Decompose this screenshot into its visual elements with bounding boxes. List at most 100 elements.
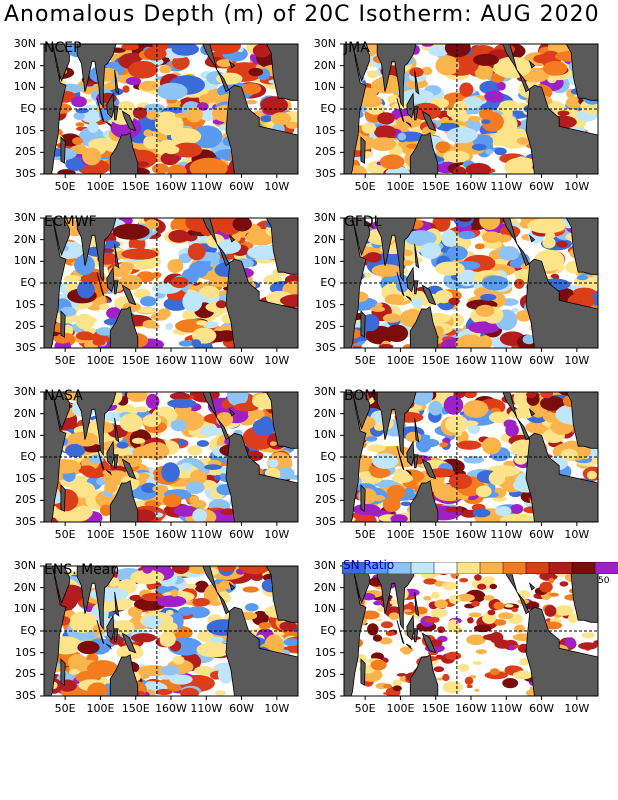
landmass <box>421 392 423 393</box>
anomaly-blob <box>365 436 378 442</box>
anomaly-blob <box>130 633 157 643</box>
anomaly-blob <box>526 392 537 399</box>
lat-tick-label: 20N <box>13 580 36 594</box>
landmass <box>202 44 298 174</box>
anomaly-blob <box>260 416 272 425</box>
anomaly-blob <box>481 119 491 124</box>
anomaly-blob <box>576 274 589 281</box>
lon-tick-label: 110W <box>190 702 223 715</box>
anomaly-blob <box>87 121 99 133</box>
anomaly-blob <box>489 668 500 676</box>
landmass <box>502 392 598 522</box>
anomaly-blob <box>424 617 436 623</box>
anomaly-blob <box>180 687 199 696</box>
lon-tick-label: 60W <box>229 180 254 193</box>
lat-tick-label: 30N <box>313 559 336 572</box>
landmass <box>405 469 412 476</box>
anomaly-blob <box>361 122 376 134</box>
anomaly-blob <box>96 327 114 336</box>
landmass <box>52 44 70 82</box>
anomaly-blob <box>457 269 478 287</box>
lon-tick-label: 60W <box>529 702 554 715</box>
anomaly-blob <box>78 465 96 475</box>
anomaly-blob <box>480 293 497 301</box>
anomaly-blob <box>560 448 578 461</box>
anomaly-blob <box>504 604 514 608</box>
anomaly-blob <box>165 609 174 616</box>
lon-tick-label: 110W <box>190 180 223 193</box>
anomaly-blob <box>75 432 99 447</box>
anomaly-blob <box>146 110 159 120</box>
anomaly-blob <box>448 473 473 490</box>
anomaly-blob <box>159 65 172 74</box>
landmass <box>265 218 298 275</box>
anomaly-blob <box>285 121 298 129</box>
anomaly-blob <box>119 413 143 432</box>
anomaly-blob <box>502 678 519 689</box>
lon-tick-label: 160W <box>155 354 187 367</box>
anomaly-blob <box>137 665 170 677</box>
anomaly-blob <box>360 314 380 332</box>
anomaly-blob <box>514 278 525 289</box>
anomaly-blob <box>167 259 184 274</box>
anomaly-blob <box>217 665 235 684</box>
anomaly-blob <box>443 150 470 163</box>
landmass <box>52 392 70 430</box>
anomaly-blob <box>371 264 403 277</box>
anomaly-blob <box>71 96 87 108</box>
anomaly-blob <box>443 395 464 415</box>
landmass <box>76 566 117 631</box>
anomaly-blob <box>377 606 385 612</box>
anomaly-blob <box>379 637 393 645</box>
anomaly-blob <box>142 566 153 574</box>
anomaly-blob <box>247 409 265 420</box>
map-panel: BOM 30N 20N 10N EQ 10S 20S 30S 50E 100E 150E 160W 11… <box>300 385 600 542</box>
anomaly-blob <box>360 610 380 620</box>
anomaly-blob <box>468 321 501 334</box>
anomaly-blob <box>400 501 412 507</box>
anomaly-blob <box>182 309 197 321</box>
lat-tick-label: 20S <box>315 319 336 333</box>
anomaly-blob <box>495 506 512 517</box>
anomaly-blob <box>163 297 189 311</box>
anomaly-blob <box>475 304 495 317</box>
anomaly-blob <box>280 294 298 307</box>
anomaly-blob <box>472 661 483 665</box>
anomaly-blob <box>267 459 279 468</box>
lon-tick-label: 150E <box>121 702 150 715</box>
anomaly-blob <box>399 646 414 653</box>
anomaly-blob <box>504 157 540 174</box>
anomaly-map <box>340 391 599 526</box>
anomaly-blob <box>448 594 461 604</box>
anomaly-blob <box>356 654 367 664</box>
anomaly-blob <box>276 467 295 480</box>
anomaly-blob <box>65 157 86 171</box>
anomaly-blob <box>192 125 223 149</box>
anomaly-blob <box>367 623 379 636</box>
lon-tick-label: 10W <box>264 354 290 367</box>
lon-tick-label: 110W <box>490 354 523 367</box>
landmass <box>109 306 139 348</box>
anomaly-blob <box>143 135 159 149</box>
anomaly-blob <box>178 439 187 446</box>
landmass <box>121 218 123 219</box>
anomaly-blob <box>390 514 408 522</box>
lat-tick-label: EQ <box>20 624 36 637</box>
landmass <box>409 480 439 522</box>
anomaly-blob <box>100 504 112 516</box>
anomaly-blob <box>133 288 151 299</box>
anomaly-blob <box>270 441 277 447</box>
anomaly-blob <box>196 320 208 326</box>
anomaly-blob <box>392 685 402 692</box>
anomaly-blob <box>385 630 395 637</box>
lat-tick-label: 10N <box>13 254 36 268</box>
colorbar-segment <box>548 561 573 575</box>
anomaly-blob <box>252 44 271 58</box>
anomaly-blob <box>442 681 463 694</box>
landmass <box>76 44 117 109</box>
landmass <box>413 106 419 121</box>
anomaly-blob <box>103 412 124 422</box>
lat-tick-label: 10S <box>15 645 36 659</box>
lon-tick-label: 10W <box>564 702 590 715</box>
lat-tick-label: 30N <box>313 37 336 50</box>
